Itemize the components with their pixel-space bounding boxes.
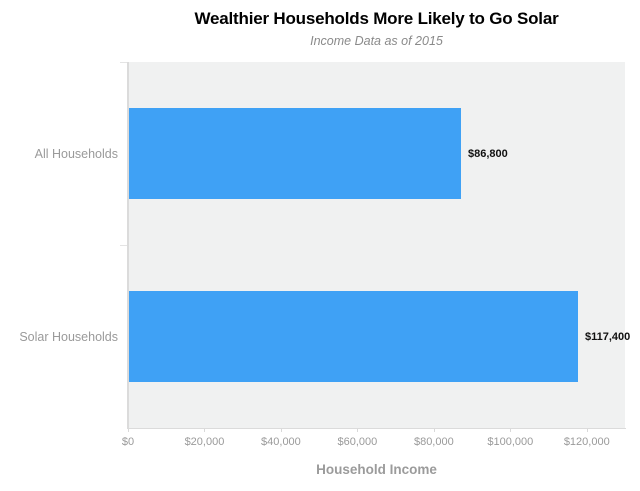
x-tick-label: $0	[121, 436, 135, 448]
x-axis-title: Household Income	[316, 462, 437, 477]
x-tick-label: $20,000	[184, 436, 225, 448]
chart-subtitle: Income Data as of 2015	[310, 34, 443, 48]
bar-value-label: $117,400	[585, 330, 631, 343]
bar	[129, 107, 461, 200]
chart-title: Wealthier Households More Likely to Go S…	[194, 9, 559, 28]
category-label: All Households	[34, 146, 118, 161]
x-tick-mark	[128, 428, 129, 432]
x-tick-mark	[586, 428, 588, 432]
bar-value-label: $86,800	[468, 147, 508, 160]
category-label: Solar Households	[19, 329, 118, 344]
x-tick-mark	[433, 428, 435, 432]
x-tick-mark	[204, 428, 206, 432]
x-tick-mark	[510, 428, 512, 432]
x-tick-label: $80,000	[413, 436, 454, 448]
y-axis-line	[127, 62, 129, 428]
x-axis-line	[127, 428, 626, 429]
x-tick-label: $120,000	[563, 436, 610, 448]
y-tick-mark	[120, 62, 128, 63]
bar	[129, 290, 578, 383]
x-tick-label: $60,000	[337, 436, 378, 448]
x-tick-label: $40,000	[261, 436, 301, 448]
x-tick-mark	[357, 428, 359, 432]
x-tick-label: $100,000	[487, 436, 534, 448]
y-tick-mark	[120, 245, 128, 246]
x-tick-mark	[280, 428, 282, 432]
